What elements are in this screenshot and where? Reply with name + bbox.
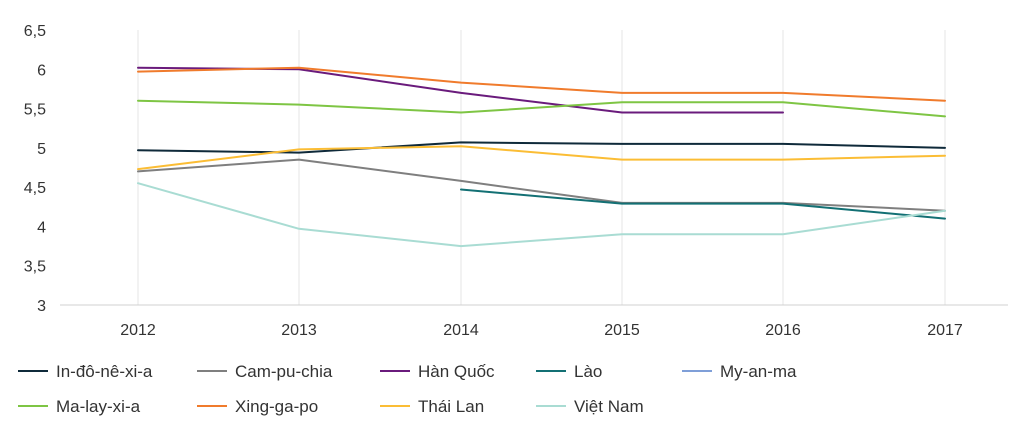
x-tick-label: 2016 <box>765 322 801 339</box>
legend: In-đô-nê-xi-a Cam-pu-chia Hàn Quốc Lào My-an… <box>18 362 797 416</box>
series-line-7 <box>137 145 946 171</box>
legend-label-5: Ma-lay-xi-a <box>56 397 141 416</box>
series-line-1 <box>137 158 946 212</box>
legend-label-4: My-an-ma <box>720 362 797 381</box>
x-tick-label: 2013 <box>281 322 317 339</box>
legend-label-1: Cam-pu-chia <box>235 362 333 381</box>
y-tick-label: 6 <box>37 62 46 79</box>
legend-label-0: In-đô-nê-xi-a <box>56 362 153 381</box>
legend-label-7: Thái Lan <box>418 397 484 416</box>
series-line-5 <box>137 99 946 118</box>
x-tick-label: 2012 <box>120 322 156 339</box>
series-line-3 <box>460 188 946 220</box>
grid-layer <box>137 30 946 305</box>
y-tick-label: 6,5 <box>24 23 46 40</box>
y-tick-label: 3 <box>37 298 46 315</box>
x-tick-label: 2014 <box>443 322 479 339</box>
y-tick-label: 4,5 <box>24 180 46 197</box>
series-line-0 <box>137 141 946 154</box>
legend-label-3: Lào <box>574 362 602 381</box>
x-tick-label: 2017 <box>927 322 963 339</box>
x-tick-label: 2015 <box>604 322 640 339</box>
y-tick-label: 4 <box>37 219 46 236</box>
legend-label-6: Xing-ga-po <box>235 397 318 416</box>
axis-layer: 6,5 6 5,5 5 4,5 4 3,5 3 2012 2013 2014 2015 2016 2017 <box>24 23 1008 339</box>
y-tick-label: 5 <box>37 141 46 158</box>
legend-label-2: Hàn Quốc <box>418 362 495 381</box>
series-line-8 <box>137 182 946 248</box>
y-tick-label: 3,5 <box>24 259 46 276</box>
series-line-6 <box>137 66 946 102</box>
series-layer <box>137 66 946 248</box>
legend-label-8: Việt Nam <box>574 397 644 416</box>
y-tick-label: 5,5 <box>24 102 46 119</box>
